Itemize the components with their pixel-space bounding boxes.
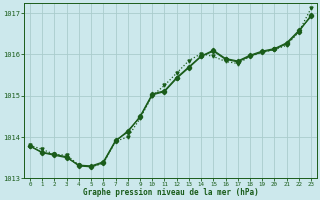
- X-axis label: Graphe pression niveau de la mer (hPa): Graphe pression niveau de la mer (hPa): [83, 188, 259, 197]
